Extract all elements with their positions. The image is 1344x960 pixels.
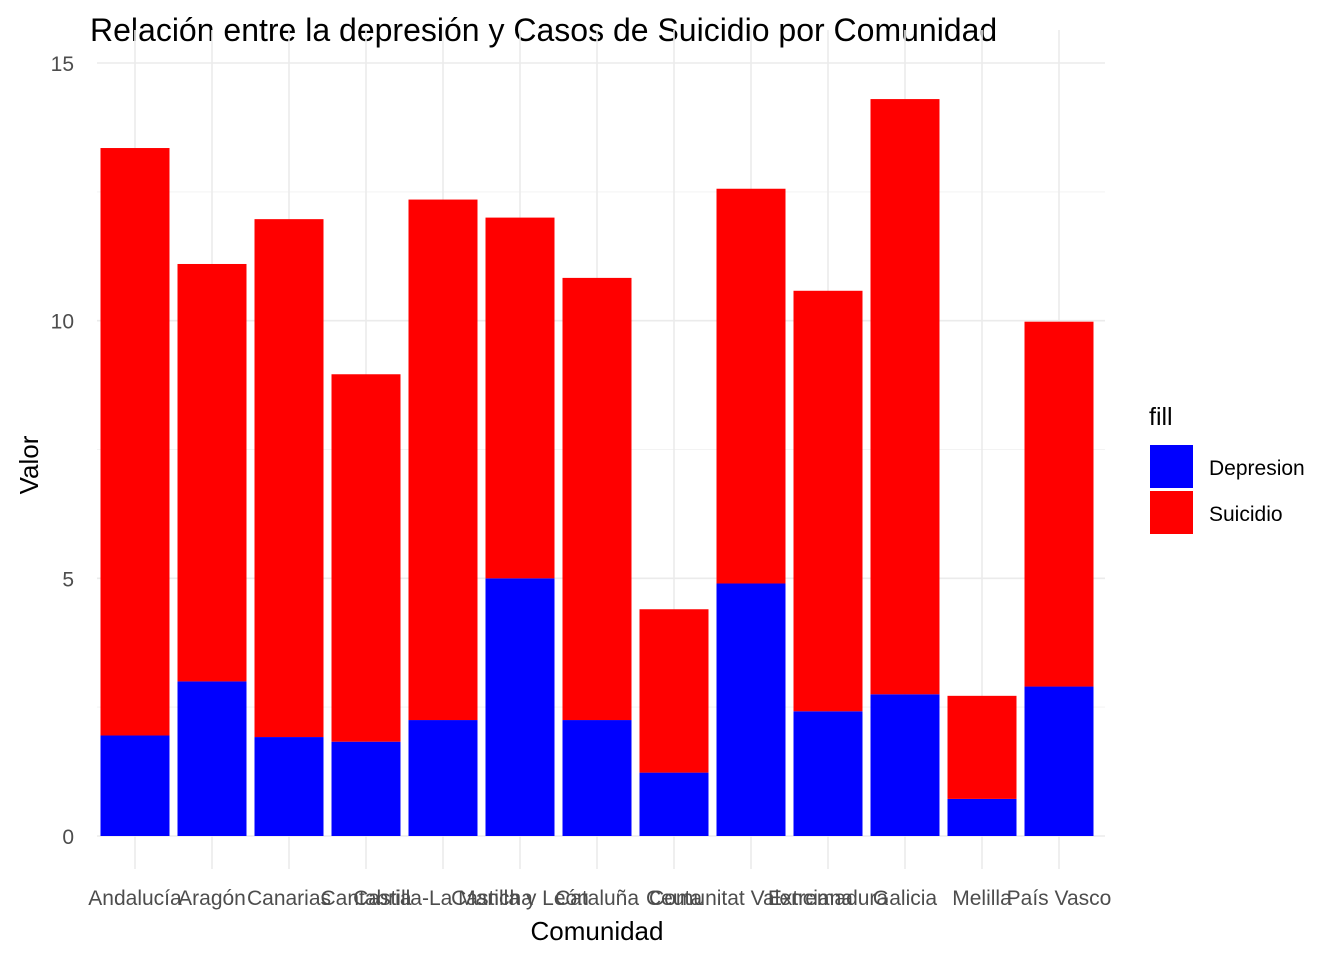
bar-depresion-5 (485, 578, 555, 836)
bar-suicidio-5 (485, 217, 555, 579)
x-tick-label: Melilla (952, 887, 1012, 910)
legend: fill Depresion Suicidio (1149, 403, 1305, 534)
legend-title: fill (1149, 403, 1173, 431)
x-tick-label: Comunitat Valenciana (649, 887, 853, 910)
bar-suicidio-4 (408, 199, 478, 721)
x-tick-label: Cantabria (320, 887, 411, 910)
y-axis-title: Valor (14, 435, 44, 494)
bars (100, 99, 1094, 836)
legend-label-suicidio: Suicidio (1209, 503, 1283, 526)
bar-depresion-8 (716, 583, 786, 836)
x-tick-label: Extremadura (768, 887, 889, 910)
bar-suicidio-0 (100, 148, 170, 736)
bar-depresion-12 (1024, 686, 1094, 836)
y-tick-labels: 0 5 10 15 (51, 53, 74, 849)
legend-key-suicidio (1150, 491, 1193, 534)
legend-key-depresion (1150, 445, 1193, 488)
x-tick-label: Cataluña (555, 887, 639, 910)
bar-depresion-9 (793, 711, 863, 836)
bar-depresion-0 (100, 735, 170, 836)
x-tick-label: Canarias (247, 887, 331, 910)
x-tick-label: País Vasco (1007, 887, 1112, 910)
bar-depresion-1 (177, 681, 247, 836)
x-tick-label: Galicia (873, 887, 938, 910)
legend-label-depresion: Depresion (1209, 457, 1305, 480)
bar-suicidio-11 (947, 695, 1017, 799)
bar-suicidio-10 (870, 99, 940, 695)
bar-depresion-4 (408, 720, 478, 836)
bar-suicidio-9 (793, 290, 863, 712)
bar-depresion-7 (639, 772, 709, 836)
bar-depresion-3 (331, 741, 401, 836)
x-tick-label: Andalucía (88, 887, 182, 910)
bar-suicidio-8 (716, 188, 786, 584)
x-axis-title: Comunidad (531, 916, 664, 946)
x-tick-label: Ceuta (646, 887, 702, 910)
bar-depresion-10 (870, 694, 940, 836)
y-tick-label: 15 (51, 53, 74, 76)
x-tick-label: Castilla y León (451, 887, 589, 910)
bar-suicidio-7 (639, 609, 709, 773)
bar-suicidio-3 (331, 374, 401, 742)
x-tick-label: Castilla-La Mancha (353, 887, 533, 910)
bar-depresion-6 (562, 720, 632, 836)
y-tick-label: 5 (62, 568, 74, 591)
x-tick-label: Aragón (178, 887, 246, 910)
bar-suicidio-12 (1024, 321, 1094, 687)
bar-depresion-2 (254, 737, 324, 836)
bar-depresion-11 (947, 798, 1017, 836)
bar-suicidio-6 (562, 277, 632, 721)
bar-suicidio-2 (254, 219, 324, 738)
chart-title: Relación entre la depresión y Casos de S… (90, 12, 997, 48)
y-tick-label: 0 (62, 826, 74, 849)
bar-suicidio-1 (177, 263, 247, 682)
y-tick-label: 10 (51, 311, 74, 334)
